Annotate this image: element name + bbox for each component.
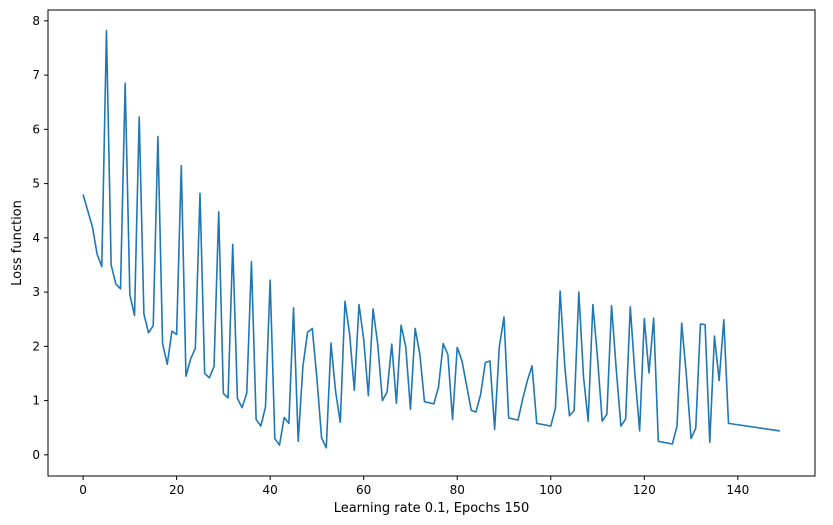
x-axis-label: Learning rate 0.1, Epochs 150 <box>334 501 530 516</box>
plot-area <box>48 10 815 476</box>
plot-frame <box>47 9 816 477</box>
x-tick-label: 140 <box>726 483 749 497</box>
y-tick-label: 2 <box>32 339 40 353</box>
y-tick-label: 6 <box>32 122 40 136</box>
x-tick-label: 80 <box>450 483 465 497</box>
x-tick-label: 100 <box>539 483 562 497</box>
x-tick-label: 120 <box>633 483 656 497</box>
y-tick-label: 4 <box>32 231 40 245</box>
y-tick-label: 5 <box>32 177 40 191</box>
x-tick-label: 20 <box>169 483 184 497</box>
series-layer <box>82 29 781 449</box>
y-tick-label: 0 <box>32 448 40 462</box>
y-axis-ticks: 0 1 2 3 4 5 6 7 8 <box>32 14 48 462</box>
y-tick-label: 8 <box>32 14 40 28</box>
x-tick-label: 40 <box>263 483 278 497</box>
y-tick-label: 1 <box>32 394 40 408</box>
y-axis-label: Loss function <box>10 200 25 286</box>
series-line-0 <box>82 29 781 449</box>
x-tick-label: 60 <box>356 483 371 497</box>
x-axis-ticks: 0 20 40 60 80 100 120 140 <box>79 476 749 497</box>
y-tick-label: 3 <box>32 285 40 299</box>
y-tick-label: 7 <box>32 68 40 82</box>
x-tick-label: 0 <box>79 483 87 497</box>
